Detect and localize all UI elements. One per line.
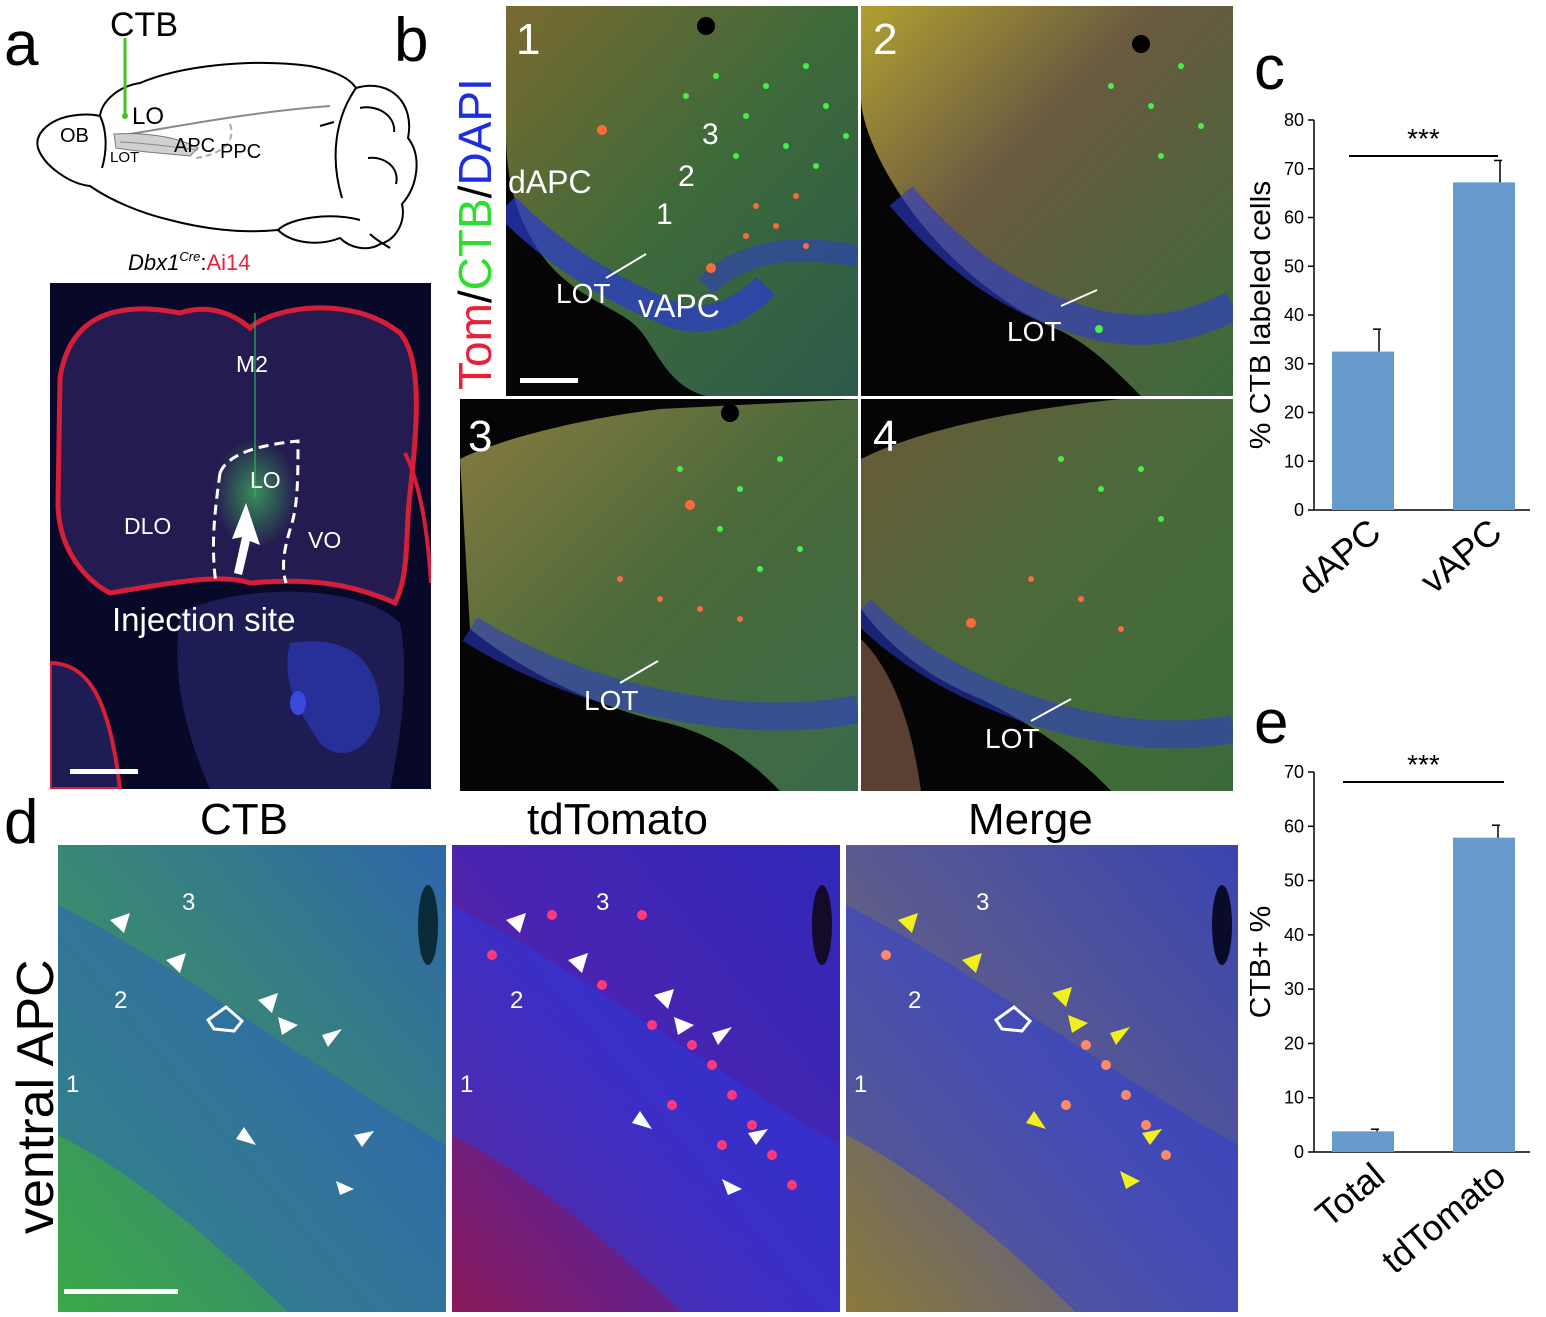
- tile-2-number: 2: [873, 15, 898, 64]
- chart-e-bar-tdTomato: [1453, 837, 1515, 1152]
- chart-c-significance-label: ***: [1407, 123, 1440, 154]
- ctb-layer2: 2: [114, 987, 128, 1014]
- panel-label-d: d: [4, 788, 39, 857]
- section-micrograph: M2 LO DLO VO Injection site: [50, 283, 431, 789]
- merge-layer3: 3: [976, 889, 990, 916]
- tile-4-lot: LOT: [985, 723, 1040, 754]
- chart-e-ytick-label: 60: [1284, 816, 1304, 836]
- panel-label-c: c: [1254, 34, 1285, 103]
- chart-c-category-label: dAPC: [1290, 511, 1388, 603]
- tdtomato-layer3: 3: [596, 889, 610, 916]
- tile-1-lot: LOT: [556, 278, 611, 309]
- schematic-ctb-label: CTB: [110, 8, 178, 44]
- chart-c-category-label: vAPC: [1412, 511, 1509, 602]
- column-title-merge: Merge: [968, 795, 1093, 844]
- panel-b-tile-4: 4 LOT: [861, 399, 1233, 791]
- panel-b-tile-2: 2 LOT: [861, 6, 1233, 396]
- caption-cre: Cre: [179, 249, 200, 264]
- chart-c-ytick-label: 40: [1284, 305, 1304, 325]
- panel-d-tdtomato-image: 3 2 1: [452, 845, 840, 1312]
- chart-c-ytick-label: 70: [1284, 159, 1304, 179]
- stain-ctb: CTB: [449, 198, 501, 291]
- merge-layer1: 1: [854, 1071, 868, 1098]
- chart-e-y-label: CTB+ %: [1250, 906, 1277, 1019]
- panel-d-row-label: ventral APC: [7, 959, 65, 1234]
- panel-label-b: b: [394, 6, 429, 75]
- section-m2-label: M2: [236, 351, 268, 377]
- schematic-apc-label: APC: [174, 135, 215, 157]
- chart-e-ytick-label: 10: [1284, 1088, 1304, 1108]
- caption-ai14: Ai14: [206, 250, 250, 275]
- chart-c-ytick-label: 10: [1284, 451, 1304, 471]
- chart-e-ytick-label: 70: [1284, 762, 1304, 782]
- tdtomato-layer2: 2: [510, 987, 524, 1014]
- tile-4-number: 4: [873, 412, 898, 461]
- panel-label-e: e: [1254, 688, 1289, 757]
- ctb-layer3: 3: [182, 889, 196, 916]
- ctb-layer1: 1: [66, 1071, 80, 1098]
- tile-1-layer1: 1: [656, 198, 673, 231]
- chart-c-bar-vAPC: [1453, 182, 1515, 510]
- schematic-ppc-label: PPC: [220, 141, 261, 163]
- tile-3-number: 3: [468, 412, 493, 461]
- chart-c-ytick-label: 80: [1284, 110, 1304, 130]
- schematic-lot-label: LOT: [110, 149, 139, 166]
- schematic-caption: Dbx1Cre:Ai14: [128, 249, 250, 275]
- tile-1-vapc: vAPC: [638, 288, 720, 324]
- schematic-lo-label: LO: [132, 103, 164, 130]
- chart-e-ytick-label: 20: [1284, 1033, 1304, 1053]
- schematic-ob-label: OB: [60, 125, 89, 147]
- chart-e-category-label: Total: [1308, 1155, 1393, 1235]
- chart-c-ytick-label: 50: [1284, 256, 1304, 276]
- chart-c-ytick-label: 0: [1294, 500, 1304, 520]
- tile-3-lot: LOT: [584, 685, 639, 716]
- chart-e-bar-Total: [1332, 1131, 1394, 1152]
- stain-slash-2: /: [449, 185, 501, 199]
- column-title-tdtomato: tdTomato: [527, 795, 708, 844]
- tile-1-layer3: 3: [702, 118, 719, 151]
- merge-layer2: 2: [908, 987, 922, 1014]
- section-lo-label: LO: [250, 467, 281, 493]
- caption-colon: :: [200, 250, 206, 275]
- stain-legend: Tom/CTB/DAPI: [449, 30, 501, 390]
- panel-d-row-label-wrap: ventral APC: [7, 850, 65, 1250]
- chart-c-ytick-label: 60: [1284, 208, 1304, 228]
- chart-e-category-label: tdTomato: [1373, 1155, 1513, 1282]
- panel-d-ctb-image: 3 2 1: [58, 845, 446, 1312]
- panel-d-merge-image: 3 2 1: [846, 845, 1238, 1312]
- chart-e-significance-label: ***: [1407, 752, 1440, 780]
- tile-1-dapc: dAPC: [508, 164, 592, 200]
- chart-e-ytick-label: 0: [1294, 1142, 1304, 1162]
- stain-slash-1: /: [449, 290, 501, 304]
- tdtomato-layer1: 1: [460, 1071, 474, 1098]
- panel-label-a: a: [4, 10, 39, 79]
- tile-1-number: 1: [516, 15, 541, 64]
- stain-dapi: DAPI: [449, 78, 501, 186]
- section-vo-label: VO: [308, 527, 342, 553]
- caption-gene: Dbx1: [128, 250, 179, 275]
- panel-b-tile-3: 3 LOT: [460, 399, 858, 791]
- chart-e-ytick-label: 40: [1284, 925, 1304, 945]
- chart-c: 0 10 20 30 40 50 60 70 80 % CTB labeled cells dAPC…: [1250, 110, 1530, 603]
- tile-2-lot: LOT: [1007, 316, 1062, 347]
- chart-c-ytick-label: 30: [1284, 354, 1304, 374]
- chart-c-y-label: % CTB labeled cells: [1250, 181, 1277, 449]
- column-title-ctb: CTB: [200, 795, 288, 844]
- chart-e-ytick-label: 30: [1284, 979, 1304, 999]
- section-dlo-label: DLO: [124, 513, 172, 539]
- injection-site-label: Injection site: [112, 601, 296, 638]
- chart-c-ytick-label: 20: [1284, 403, 1304, 423]
- chart-e-ytick-label: 50: [1284, 871, 1304, 891]
- tile-1-layer2: 2: [678, 160, 695, 193]
- brain-schematic: CTB LO OB LOT APC PPC Dbx1Cre:Ai14: [36, 8, 418, 275]
- panel-b-tile-1: 1 dAPC 3 2 1 LOT vAPC: [506, 6, 858, 396]
- chart-c-bar-dAPC: [1332, 351, 1394, 510]
- stain-tom: Tom: [449, 303, 501, 390]
